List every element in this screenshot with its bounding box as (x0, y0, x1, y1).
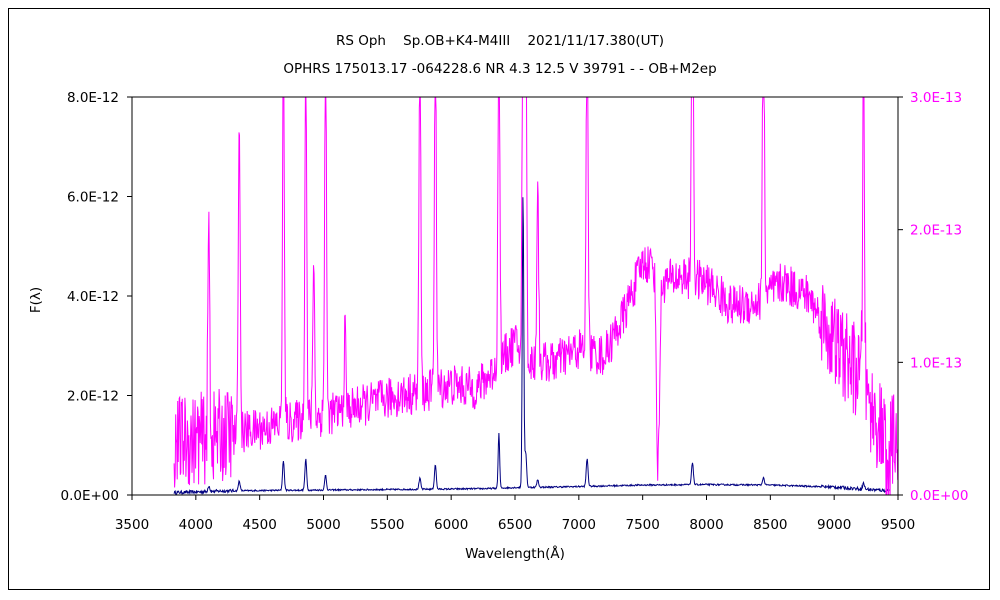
y-left-tick-label: 2.0E-12 (67, 389, 119, 405)
x-tick-label: 6000 (434, 517, 468, 533)
x-axis-label: Wavelength(Å) (465, 545, 565, 562)
x-tick-label: 9500 (881, 517, 915, 533)
x-tick-label: 7500 (625, 517, 659, 533)
x-tick-label: 7000 (562, 517, 596, 533)
x-tick-label: 9000 (817, 517, 851, 533)
x-axis-ticks: 3500 4000 4500 5000 5500 6000 6500 7000 7500 8000… (115, 495, 915, 533)
y-left-tick-label: 6.0E-12 (67, 190, 119, 206)
y-left-axis-ticks: 0.0E+00 2.0E-12 4.0E-12 6.0E-12 8.0E-12 (61, 90, 132, 504)
y-axis-label: F(λ) (28, 287, 44, 313)
y-left-tick-label: 4.0E-12 (67, 289, 119, 305)
y-right-tick-label: 3.0E-13 (910, 90, 962, 106)
x-tick-label: 5500 (370, 517, 404, 533)
x-tick-label: 8000 (689, 517, 723, 533)
x-tick-label: 4500 (242, 517, 276, 533)
y-left-tick-label: 0.0E+00 (61, 488, 120, 504)
y-right-tick-label: 1.0E-13 (910, 355, 962, 371)
y-right-tick-label: 0.0E+00 (910, 488, 969, 504)
x-tick-label: 8500 (753, 517, 787, 533)
chart-subtitle: OPHRS 175013.17 -064228.6 NR 4.3 12.5 V … (283, 61, 716, 77)
magenta-spectrum-line (173, 97, 898, 495)
x-tick-label: 6500 (498, 517, 532, 533)
y-right-tick-label: 2.0E-13 (910, 223, 962, 239)
x-tick-label: 3500 (115, 517, 149, 533)
chart-title: RS Oph Sp.OB+K4-M4III 2021/11/17.380(UT) (336, 33, 664, 49)
y-left-tick-label: 8.0E-12 (67, 90, 119, 106)
x-tick-label: 4000 (179, 517, 213, 533)
y-right-axis-ticks: 0.0E+00 1.0E-13 2.0E-13 3.0E-13 (898, 90, 969, 504)
series-group (173, 97, 898, 495)
x-tick-label: 5000 (306, 517, 340, 533)
navy-spectrum-line (173, 197, 890, 495)
